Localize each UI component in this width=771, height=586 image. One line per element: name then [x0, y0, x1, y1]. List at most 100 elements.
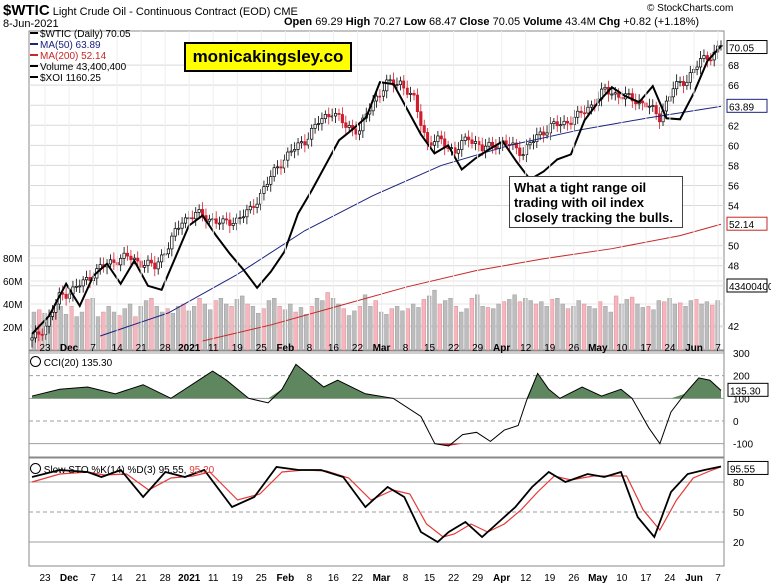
sto-title-d: 95.20 [189, 465, 215, 476]
volume-bar [277, 306, 282, 351]
price-tick-label: 62 [728, 121, 740, 132]
sto-last-tag: 95.55 [730, 464, 755, 475]
candle-body [518, 147, 522, 156]
candle-body [405, 87, 409, 95]
volume-bar [106, 306, 111, 351]
x-tick-label-mid: 17 [640, 343, 652, 354]
x-tick-label-bottom: 19 [232, 573, 244, 584]
price-tick-label: 54 [728, 202, 740, 213]
volume-bar [459, 311, 464, 351]
legend-swatch [30, 76, 38, 78]
x-tick-label-bottom: 21 [136, 573, 148, 584]
x-tick-label-mid: 22 [352, 343, 364, 354]
x-tick-label-bottom: Jun [685, 573, 703, 584]
candle-body [559, 124, 563, 127]
candle-body [429, 142, 433, 146]
x-tick-label-mid: Feb [276, 343, 294, 354]
legend-entry: $WTIC (Daily) 70.05 [30, 29, 131, 40]
candle-body [542, 131, 546, 136]
candle-body [562, 120, 566, 126]
cci-title: CCI(20) 135.30 [43, 358, 113, 369]
candle-body [453, 147, 457, 154]
x-tick-label-bottom: 19 [544, 573, 556, 584]
volume-bar [373, 300, 378, 351]
last-close-tag-box [726, 40, 768, 55]
chg-value: +0.82 (+1.18%) [623, 16, 700, 28]
volume-bar [469, 298, 475, 351]
candle-body [85, 277, 89, 281]
volume-bar [224, 303, 229, 351]
x-tick-label-bottom: 8 [307, 573, 313, 584]
candle-body [589, 104, 593, 108]
candle-body [156, 261, 160, 270]
x-tick-label-bottom: 22 [448, 573, 460, 584]
candle-body [381, 90, 385, 97]
cci-legend-icon [30, 356, 41, 367]
candle-body [610, 93, 614, 96]
x-tick-label-bottom: Mar [373, 573, 391, 584]
ma50-line [100, 105, 722, 337]
candle-body [136, 257, 140, 262]
candle-body [299, 141, 304, 144]
candle-body [538, 131, 542, 136]
close-value: 70.05 [492, 16, 521, 28]
candle-body [385, 79, 389, 92]
candle-body [40, 333, 44, 336]
candle-body [296, 142, 300, 150]
low-label: Low [403, 16, 426, 28]
brand-label: monicakingsley.co [184, 42, 352, 72]
x-tick-label-bottom: 12 [520, 573, 532, 584]
volume-bar [37, 309, 42, 351]
candle-body [487, 141, 491, 147]
candle-body [228, 219, 232, 226]
candle-body [190, 217, 194, 220]
volume-bar [314, 298, 320, 351]
candle-body [583, 112, 587, 115]
x-tick-label-bottom: 2021 [178, 573, 201, 584]
candle-body [658, 113, 662, 123]
candle-body [166, 248, 170, 255]
volume-bar [688, 300, 694, 351]
sto-last-tag-box [727, 460, 769, 475]
volume-bar [560, 303, 565, 351]
candle-body [579, 110, 583, 114]
candle-body [160, 254, 164, 263]
candle-body [586, 106, 590, 114]
candle-body [173, 228, 177, 237]
candle-body [125, 252, 130, 257]
high-label: High [345, 16, 371, 28]
candle-body [313, 123, 317, 129]
candle-body [78, 285, 82, 288]
last-ma200-tag-box [726, 216, 768, 231]
price-tick-label: 42 [728, 322, 740, 333]
last-ma50-tag-box [726, 98, 768, 113]
candle-body [143, 265, 147, 268]
volume-bar [533, 303, 539, 351]
candle-body [255, 203, 259, 208]
candle-body [293, 149, 297, 152]
candle-body [388, 79, 392, 82]
legend-swatch [30, 65, 38, 67]
header-name: Light Crude Oil - Continuous Contract (E… [52, 6, 271, 18]
candle-body [37, 331, 41, 335]
x-tick-label-bottom: May [588, 573, 608, 584]
volume-bar [507, 299, 512, 351]
x-tick-label-mid: 21 [136, 343, 148, 354]
candle-body [221, 218, 225, 224]
cci-line [31, 363, 722, 447]
last-ma200-tag: 52.14 [729, 220, 754, 231]
sto-k-line [31, 465, 722, 544]
candle-body [252, 206, 256, 208]
open-label: Open [284, 16, 313, 28]
volume-bar [202, 303, 208, 351]
volume-bar [320, 300, 325, 351]
sto-legend: Slow STO %K(14) %D(3) 95.55, 95.20 [30, 463, 214, 476]
legend-label: $XOI 1160.25 [40, 73, 101, 84]
x-tick-label-bottom: Dec [60, 573, 79, 584]
candle-body [194, 211, 198, 220]
x-tick-label-mid: 15 [424, 343, 436, 354]
price-tick-label: 50 [728, 242, 740, 253]
candle-body [695, 66, 699, 70]
volume-bar [368, 306, 373, 351]
